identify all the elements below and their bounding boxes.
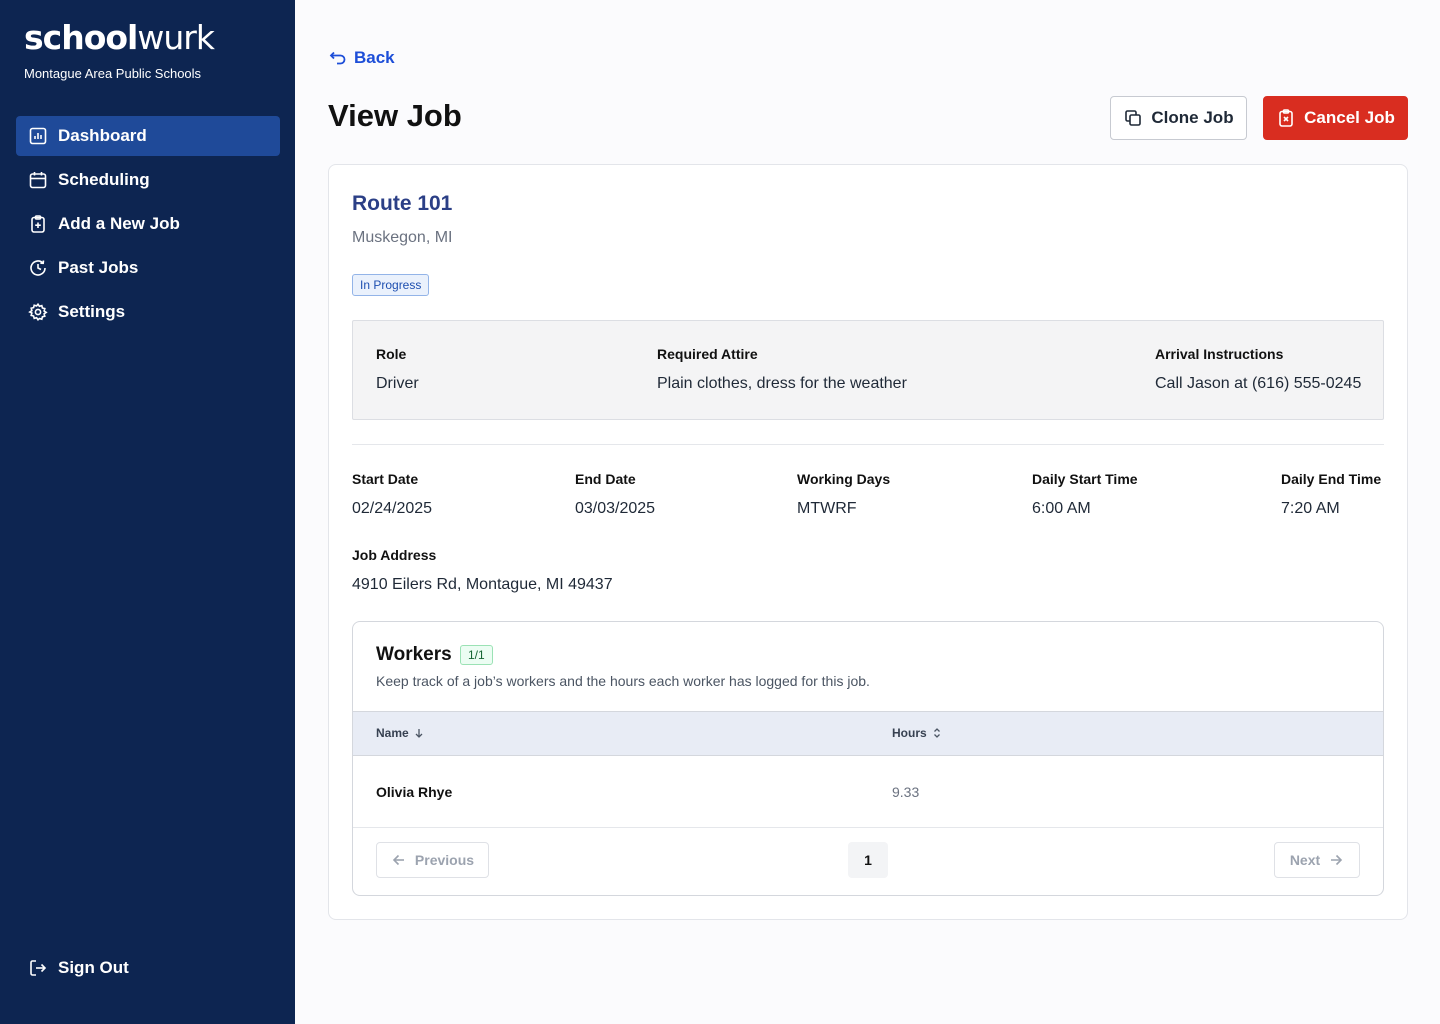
sidebar-item-scheduling[interactable]: Scheduling — [16, 160, 280, 200]
back-arrow-icon — [328, 48, 348, 68]
clone-job-button[interactable]: Clone Job — [1110, 96, 1247, 140]
worker-hours: 9.33 — [892, 784, 920, 800]
status-badge: In Progress — [352, 274, 430, 296]
sign-out-label: Sign Out — [58, 958, 129, 977]
job-title: Route 101 — [352, 192, 453, 215]
daily-end-label: Daily End Time — [1281, 471, 1382, 487]
working-days-value: MTWRF — [797, 500, 857, 517]
sidebar-item-add-job[interactable]: Add a New Job — [16, 204, 280, 244]
attire-value: Plain clothes, dress for the weather — [657, 375, 907, 392]
role-value: Driver — [376, 375, 419, 392]
workers-count-badge: 1/1 — [460, 645, 493, 665]
sidebar-item-label: Past Jobs — [58, 258, 139, 277]
next-label: Next — [1289, 852, 1321, 868]
next-page-button[interactable]: Next — [1274, 842, 1360, 878]
sort-icon — [931, 727, 943, 739]
arrival-label: Arrival Instructions — [1155, 346, 1284, 362]
worker-name: Olivia Rhye — [376, 784, 453, 800]
clock-history-icon — [28, 258, 48, 278]
divider — [352, 444, 1384, 445]
daily-start-value: 6:00 AM — [1032, 500, 1091, 517]
role-label: Role — [376, 346, 407, 362]
job-address-label: Job Address — [352, 547, 437, 563]
sidebar-item-settings[interactable]: Settings — [16, 292, 280, 332]
sign-out-button[interactable]: Sign Out — [28, 958, 129, 978]
daily-start-label: Daily Start Time — [1032, 471, 1138, 487]
end-date-value: 03/03/2025 — [575, 500, 656, 517]
table-row[interactable]: Olivia Rhye 9.33 — [353, 756, 1383, 828]
clone-job-label: Clone Job — [1151, 108, 1234, 127]
arrow-right-icon — [1328, 852, 1344, 868]
sidebar: schoolwurk Montague Area Public Schools … — [0, 0, 295, 1024]
sign-out-icon — [28, 958, 48, 978]
attire-label: Required Attire — [657, 346, 758, 362]
organization-name: Montague Area Public Schools — [24, 66, 202, 81]
sidebar-item-label: Settings — [58, 302, 126, 321]
job-location: Muskegon, MI — [352, 229, 453, 246]
column-header-label: Name — [376, 726, 409, 740]
previous-page-button[interactable]: Previous — [376, 842, 489, 878]
cancel-job-button[interactable]: Cancel Job — [1263, 96, 1408, 140]
workers-title: Workers — [376, 644, 452, 665]
table-header: Name Hours — [353, 711, 1383, 756]
workers-panel: Workers 1/1 Keep track of a job’s worker… — [352, 621, 1384, 896]
arrow-left-icon — [391, 852, 407, 868]
page-number-button[interactable]: 1 — [848, 842, 888, 878]
working-days-label: Working Days — [797, 471, 891, 487]
brand-name-light: wurk — [137, 18, 215, 57]
column-header-label: Hours — [892, 726, 927, 740]
copy-icon — [1123, 108, 1143, 128]
calendar-icon — [28, 170, 48, 190]
gear-icon — [28, 302, 48, 322]
brand-logo[interactable]: schoolwurk — [24, 18, 215, 58]
arrival-value: Call Jason at (616) 555-0245 — [1155, 375, 1362, 392]
clipboard-plus-icon — [28, 214, 48, 234]
column-header-hours[interactable]: Hours — [892, 726, 943, 740]
clipboard-x-icon — [1276, 108, 1296, 128]
column-header-name[interactable]: Name — [376, 726, 425, 740]
job-info-box: Role Driver Required Attire Plain clothe… — [352, 320, 1384, 420]
page-title: View Job — [328, 98, 462, 133]
sidebar-item-label: Scheduling — [58, 170, 150, 189]
sidebar-item-past-jobs[interactable]: Past Jobs — [16, 248, 280, 288]
workers-description: Keep track of a job’s workers and the ho… — [376, 673, 870, 689]
previous-label: Previous — [414, 852, 475, 868]
end-date-label: End Date — [575, 471, 636, 487]
back-link[interactable]: Back — [328, 48, 395, 68]
cancel-job-label: Cancel Job — [1304, 108, 1395, 127]
job-card: Route 101 Muskegon, MI In Progress Role … — [328, 164, 1408, 920]
sidebar-item-label: Add a New Job — [58, 214, 180, 233]
start-date-value: 02/24/2025 — [352, 500, 433, 517]
sidebar-item-label: Dashboard — [58, 126, 147, 145]
brand-name-bold: school — [24, 18, 138, 57]
daily-end-value: 7:20 AM — [1281, 500, 1340, 517]
arrow-down-icon — [413, 727, 425, 739]
start-date-label: Start Date — [352, 471, 419, 487]
sidebar-item-dashboard[interactable]: Dashboard — [16, 116, 280, 156]
sidebar-nav: Dashboard Scheduling Add a New Job Past … — [16, 116, 280, 336]
chart-icon — [28, 126, 48, 146]
job-address-value: 4910 Eilers Rd, Montague, MI 49437 — [352, 576, 613, 593]
back-label: Back — [354, 48, 395, 67]
